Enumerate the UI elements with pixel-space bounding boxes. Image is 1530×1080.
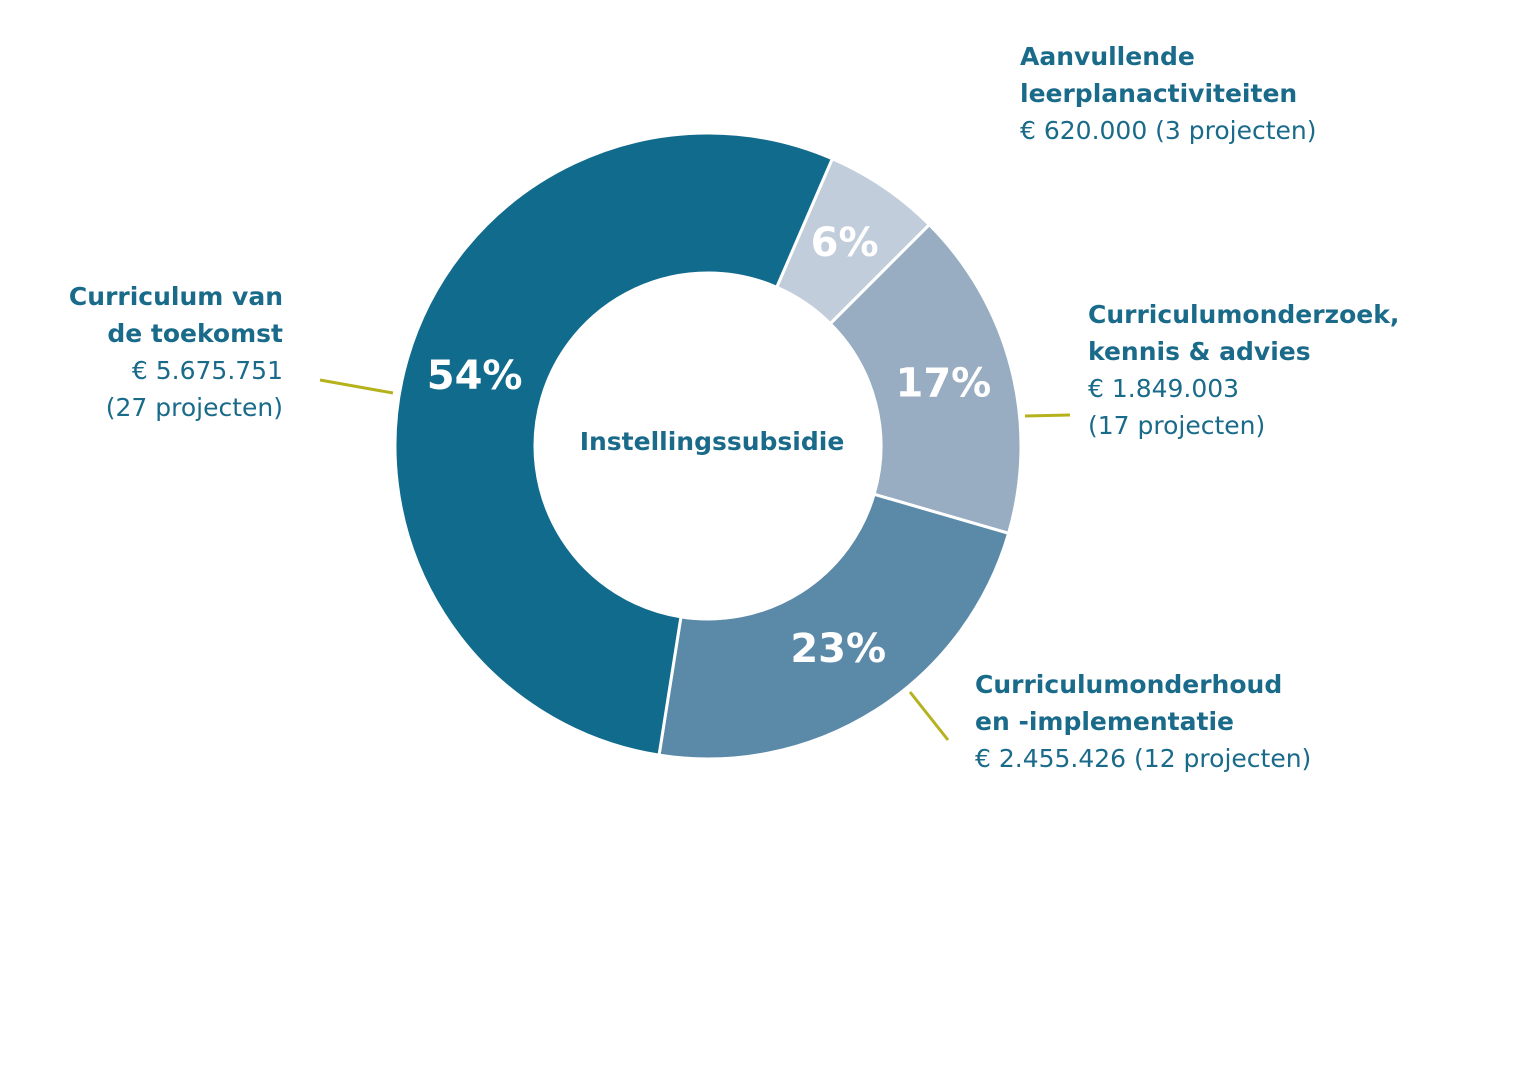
leader-line bbox=[1024, 413, 1071, 418]
category-label: leerplanactiviteiten bbox=[1020, 79, 1297, 108]
amount-label: (17 projecten) bbox=[1088, 411, 1265, 440]
donut-segment bbox=[657, 492, 1011, 761]
category-label: Curriculumonderzoek, bbox=[1088, 300, 1399, 329]
category-label: Curriculumonderhoud bbox=[975, 670, 1282, 699]
value-label: 54% bbox=[427, 353, 523, 399]
category-label: de toekomst bbox=[107, 319, 283, 348]
value-label: 17% bbox=[895, 361, 991, 407]
center-label: Instellingssubsidie bbox=[580, 427, 845, 456]
amount-label: € 5.675.751 bbox=[132, 356, 283, 385]
category-label: en -implementatie bbox=[975, 707, 1234, 736]
amount-label: € 620.000 (3 projecten) bbox=[1020, 116, 1317, 145]
amount-label: € 2.455.426 (12 projecten) bbox=[975, 744, 1311, 773]
category-label: Curriculum van bbox=[69, 282, 283, 311]
category-label: kennis & advies bbox=[1088, 337, 1311, 366]
value-label: 6% bbox=[811, 220, 879, 266]
amount-label: € 1.849.003 bbox=[1088, 374, 1239, 403]
category-label: Aanvullende bbox=[1020, 42, 1195, 71]
leader-line bbox=[319, 378, 394, 395]
leader-line bbox=[908, 691, 950, 741]
donut-segment bbox=[828, 222, 1023, 536]
amount-label: (27 projecten) bbox=[106, 393, 283, 422]
donut-segment bbox=[393, 131, 835, 757]
value-label: 23% bbox=[790, 626, 886, 672]
